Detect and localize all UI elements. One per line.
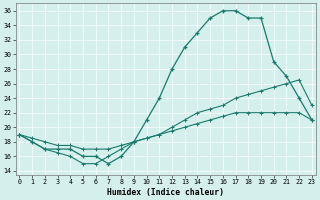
X-axis label: Humidex (Indice chaleur): Humidex (Indice chaleur) — [107, 188, 224, 197]
